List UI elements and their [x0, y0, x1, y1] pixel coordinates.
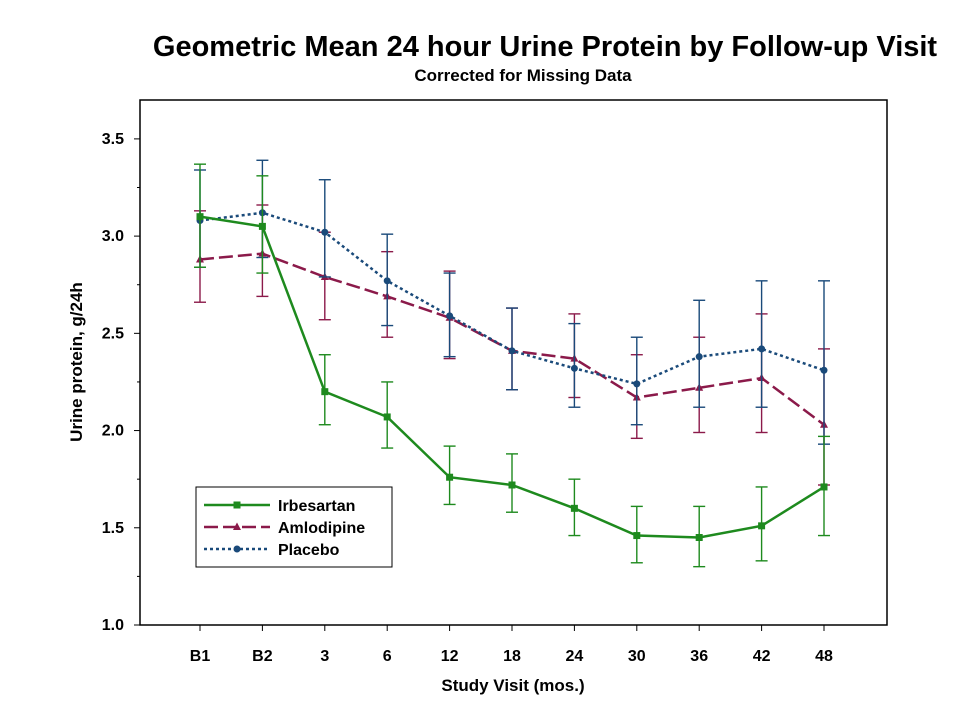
x-tick-label: 30	[628, 648, 646, 665]
placebo-point	[758, 345, 766, 353]
irbesartan-point	[258, 222, 266, 230]
placebo-point	[695, 353, 703, 361]
plot-area-frame	[139, 99, 888, 626]
chart-subtitle: Corrected for Missing Data	[414, 66, 632, 85]
placebo-point	[820, 366, 828, 374]
series-placebo	[194, 159, 830, 445]
x-tick-label: 3	[320, 648, 329, 665]
placebo-point	[321, 228, 329, 236]
placebo-point	[508, 347, 516, 355]
irbesartan-point	[383, 413, 391, 421]
legend-label-amlodipine: Amlodipine	[278, 520, 365, 537]
x-tick-label: B1	[190, 648, 211, 665]
y-tick-label: 2.5	[102, 325, 124, 342]
x-axis: B1 B2 3 6 12 18 24 30 36 42 48	[190, 625, 833, 665]
irbesartan-point	[321, 388, 329, 396]
irbesartan-point	[758, 522, 766, 530]
irbesartan-point	[695, 534, 703, 541]
legend-marker-irbesartan	[233, 501, 241, 509]
irbesartan-point	[570, 504, 578, 512]
placebo-point	[570, 364, 578, 372]
placebo-point	[383, 277, 391, 285]
y-tick-label: 3.0	[102, 228, 124, 245]
irbesartan-point	[633, 532, 641, 540]
x-tick-label: 12	[441, 648, 459, 665]
x-tick-label: 18	[503, 648, 521, 665]
irbesartan-point	[820, 483, 828, 491]
x-tick-label: 6	[383, 648, 392, 665]
irbesartan-point	[508, 481, 516, 489]
x-tick-label: 36	[690, 648, 708, 665]
irbesartan-point	[446, 473, 454, 481]
chart-title: Geometric Mean 24 hour Urine Protein by …	[153, 31, 938, 63]
x-tick-label: 24	[566, 648, 584, 665]
placebo-point	[446, 312, 454, 320]
y-tick-label: 1.0	[102, 617, 124, 634]
legend-label-irbesartan: Irbesartan	[278, 498, 355, 515]
legend: Irbesartan Amlodipine Placebo	[195, 486, 393, 568]
series-irbesartan	[194, 163, 830, 568]
y-tick-label: 1.5	[102, 520, 124, 537]
x-tick-label: 42	[753, 648, 771, 665]
x-tick-label: 48	[815, 648, 833, 665]
y-axis-label: Urine protein, g/24h	[67, 282, 86, 442]
legend-marker-amlodipine	[233, 522, 241, 530]
x-tick-label: B2	[252, 648, 273, 665]
series-layer	[194, 159, 830, 568]
x-axis-label: Study Visit (mos.)	[441, 676, 584, 695]
y-tick-label: 3.5	[102, 131, 124, 148]
legend-marker-placebo	[233, 545, 241, 553]
y-tick-label: 2.0	[102, 423, 124, 440]
irbesartan-point	[196, 213, 204, 221]
legend-label-placebo: Placebo	[278, 542, 340, 559]
placebo-point	[633, 380, 641, 388]
y-axis: 1.0 1.5 2.0 2.5 3.0 3.5	[102, 131, 140, 634]
